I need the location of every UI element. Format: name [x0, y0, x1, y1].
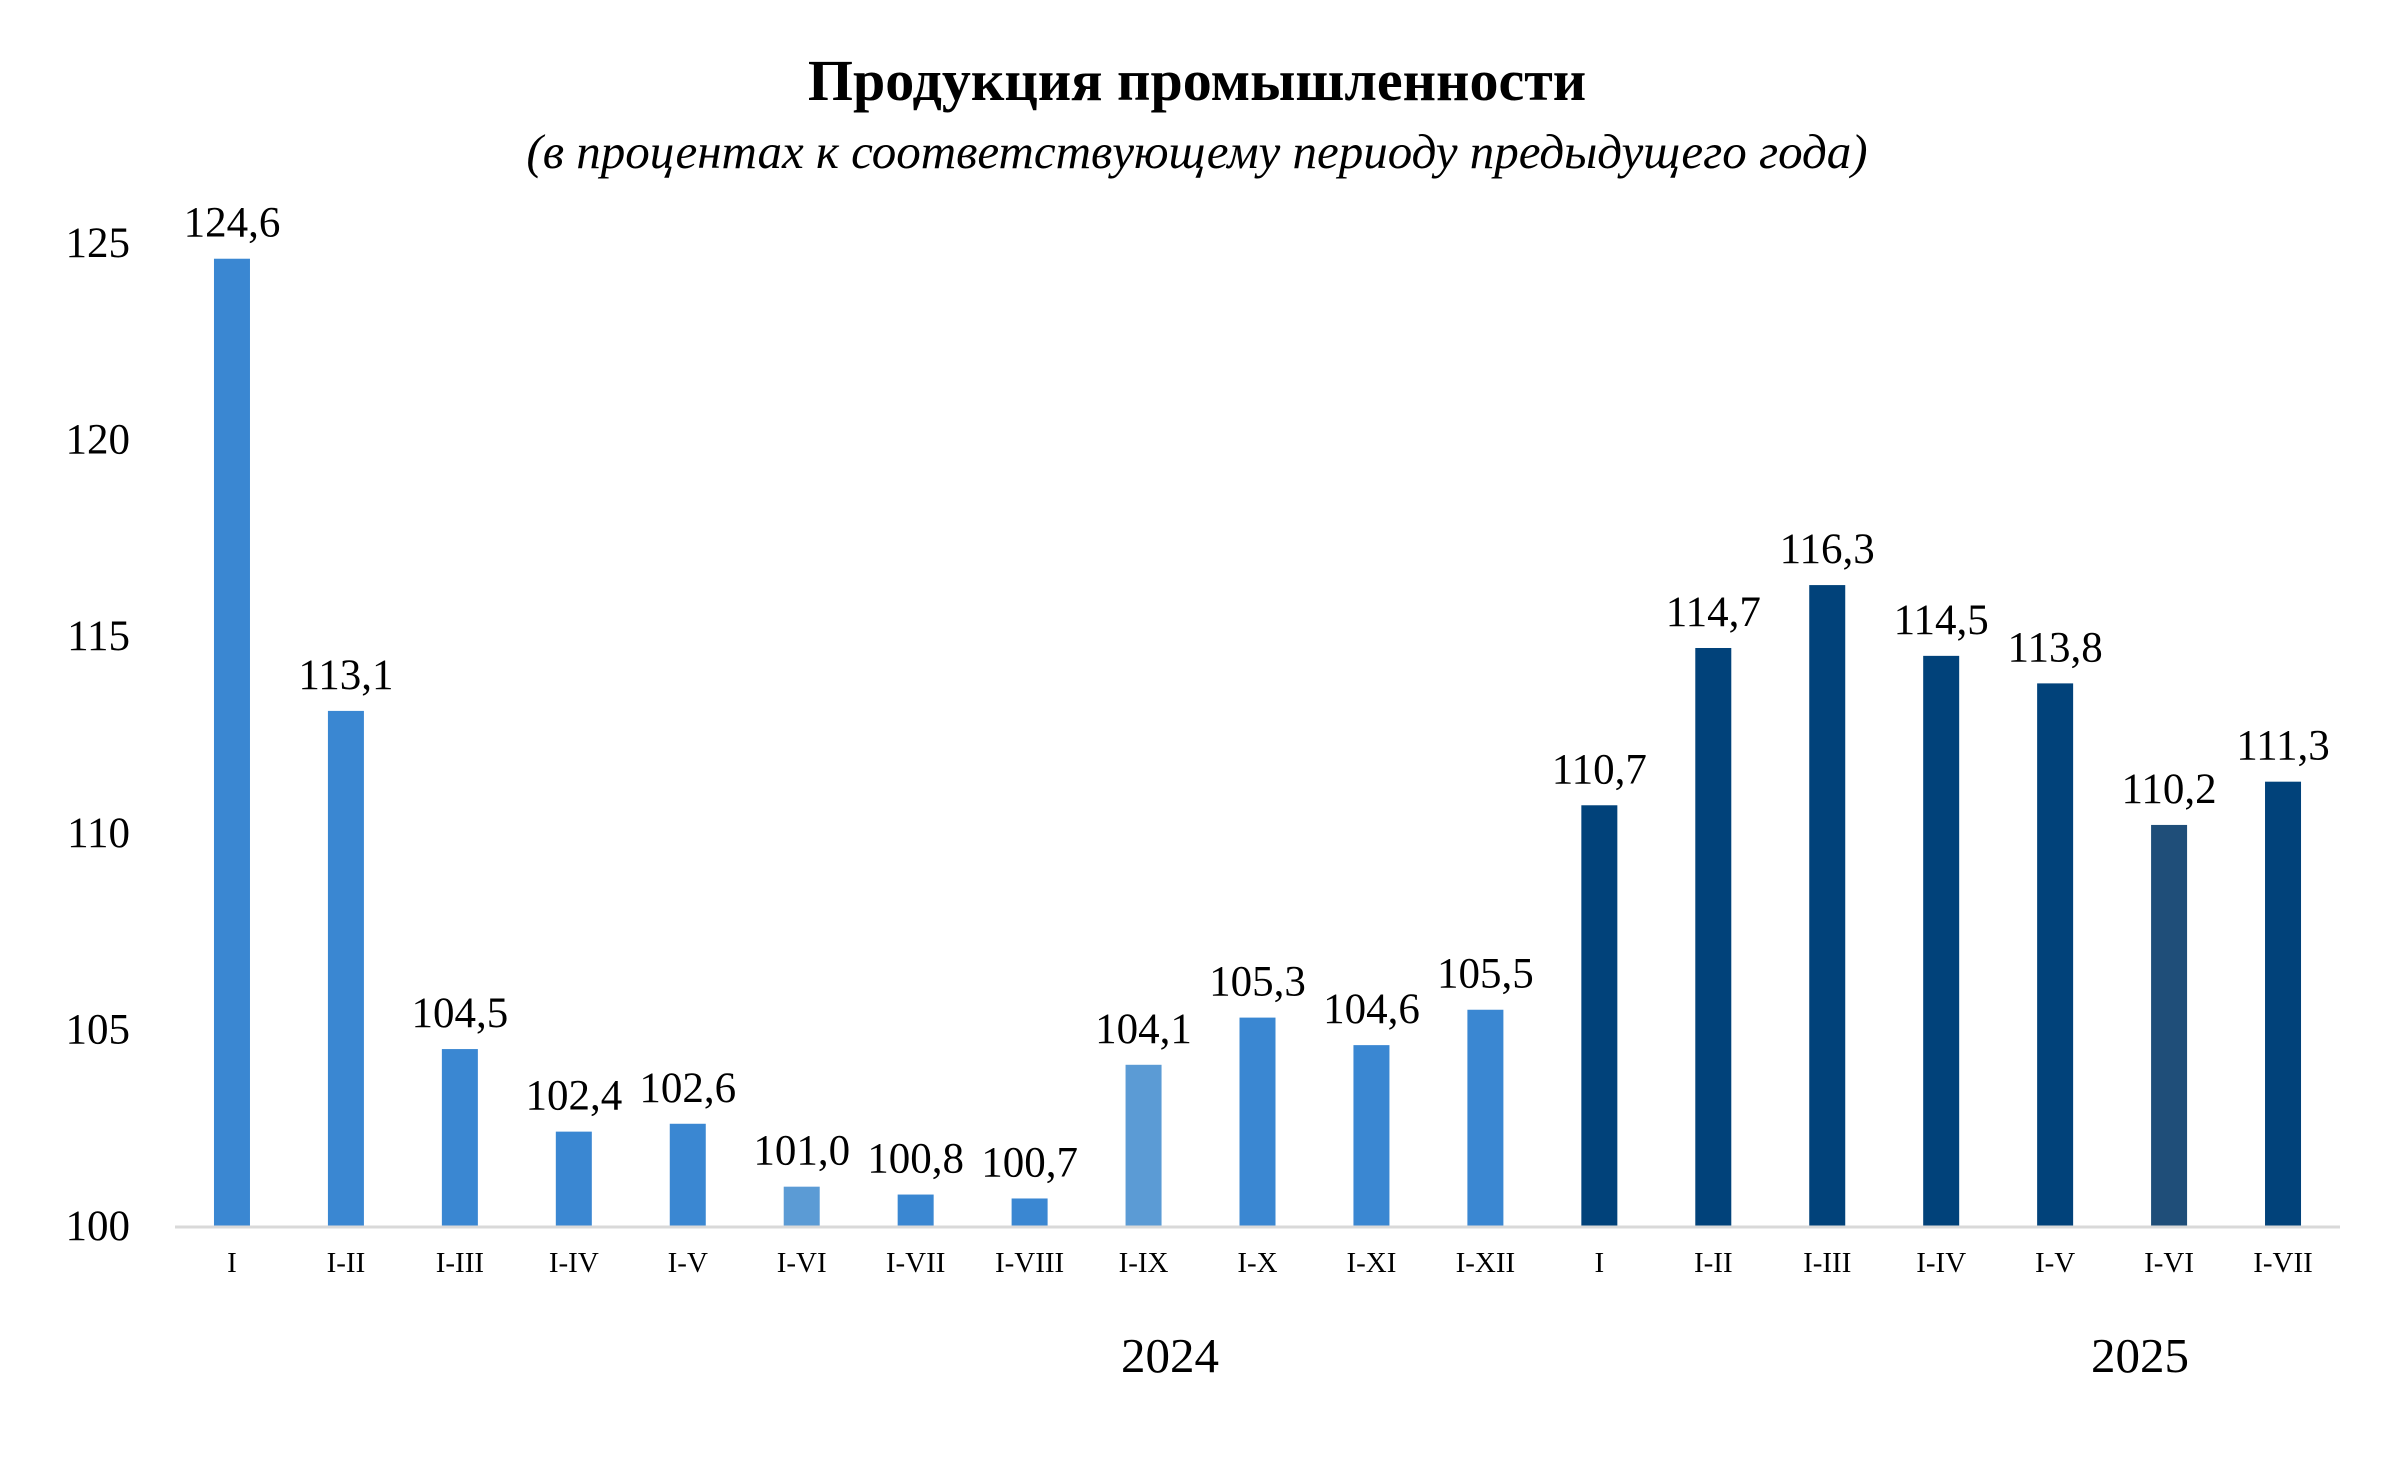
year-group-label: 2024	[1121, 1328, 1219, 1383]
bar	[1125, 1064, 1162, 1226]
data-label: 105,5	[1437, 951, 1534, 998]
x-tick-label: I-VI	[777, 1247, 827, 1279]
data-labels: 124,6 113,1 104,5 102,4 102,6 101,0 100,8 100,7…	[184, 200, 2330, 1187]
y-axis: 100 105 110 115 120 125	[66, 220, 131, 1250]
data-label: 124,6	[184, 200, 281, 247]
data-label: 104,5	[411, 990, 508, 1037]
data-label: 113,8	[2008, 624, 2103, 671]
x-tick-label: I-VII	[2253, 1247, 2313, 1279]
bar	[441, 1049, 478, 1226]
data-label: 114,5	[1894, 597, 1989, 644]
bar	[897, 1194, 934, 1226]
bars	[213, 258, 2302, 1226]
data-label: 105,3	[1209, 959, 1306, 1006]
bar	[1239, 1017, 1276, 1226]
chart-subtitle: (в процентах к соответствующему периоду …	[526, 124, 1867, 179]
data-label: 101,0	[753, 1128, 850, 1175]
x-tick-label: I-IX	[1119, 1247, 1169, 1279]
data-label: 104,1	[1095, 1006, 1192, 1053]
bar	[2265, 781, 2302, 1226]
y-tick-label: 105	[66, 1006, 131, 1053]
x-tick-label: I	[227, 1247, 237, 1279]
x-axis: I I-II I-III I-IV I-V I-VI I-VII I-VIII I-IX I-X I…	[175, 1225, 2340, 1279]
y-tick-label: 125	[66, 220, 131, 267]
y-tick-label: 110	[67, 810, 130, 857]
year-groups: 2024 2025	[1121, 1328, 2189, 1383]
x-tick-label: I-III	[436, 1247, 484, 1279]
bar	[1923, 655, 1960, 1226]
data-label: 110,7	[1552, 746, 1647, 793]
bar	[1695, 647, 1732, 1226]
x-tick-label: I-VIII	[995, 1247, 1064, 1279]
x-tick-label: I-XI	[1346, 1247, 1396, 1279]
data-label: 102,6	[639, 1065, 736, 1112]
chart-title: Продукция промышленности	[808, 48, 1586, 113]
y-tick-label: 120	[66, 417, 131, 464]
bar	[669, 1123, 706, 1226]
bar	[783, 1186, 820, 1226]
bar	[1353, 1045, 1390, 1226]
x-tick-label: I-III	[1803, 1247, 1851, 1279]
data-label: 113,1	[298, 652, 393, 699]
data-label: 100,8	[867, 1136, 964, 1183]
data-label: 102,4	[525, 1073, 622, 1120]
bar	[1581, 805, 1618, 1226]
data-label: 110,2	[2122, 766, 2217, 813]
bar	[1011, 1198, 1048, 1226]
x-tick-label: I-V	[668, 1247, 708, 1279]
bar	[2037, 683, 2074, 1226]
bar	[2151, 824, 2188, 1226]
data-label: 116,3	[1780, 526, 1875, 573]
year-group-label: 2025	[2091, 1328, 2189, 1383]
bar	[1467, 1009, 1504, 1226]
data-label: 111,3	[2236, 723, 2330, 770]
x-tick-label: I-V	[2035, 1247, 2075, 1279]
x-tick-label: I-II	[327, 1247, 366, 1279]
bar	[213, 258, 250, 1226]
x-tick-label: I-X	[1237, 1247, 1277, 1279]
data-label: 104,6	[1323, 986, 1420, 1033]
x-tick-label: I-XII	[1456, 1247, 1516, 1279]
x-tick-label: I-IV	[1916, 1247, 1966, 1279]
bar	[327, 710, 364, 1226]
data-label: 114,7	[1666, 589, 1761, 636]
y-tick-label: 115	[67, 613, 130, 660]
y-tick-label: 100	[66, 1203, 131, 1250]
x-tick-label: I	[1595, 1247, 1605, 1279]
bar	[1809, 585, 1846, 1226]
x-tick-label: I-IV	[549, 1247, 599, 1279]
x-tick-label: I-II	[1694, 1247, 1733, 1279]
bar	[555, 1131, 592, 1226]
x-tick-label: I-VII	[886, 1247, 946, 1279]
x-tick-label: I-VI	[2144, 1247, 2194, 1279]
data-label: 100,7	[981, 1139, 1078, 1186]
